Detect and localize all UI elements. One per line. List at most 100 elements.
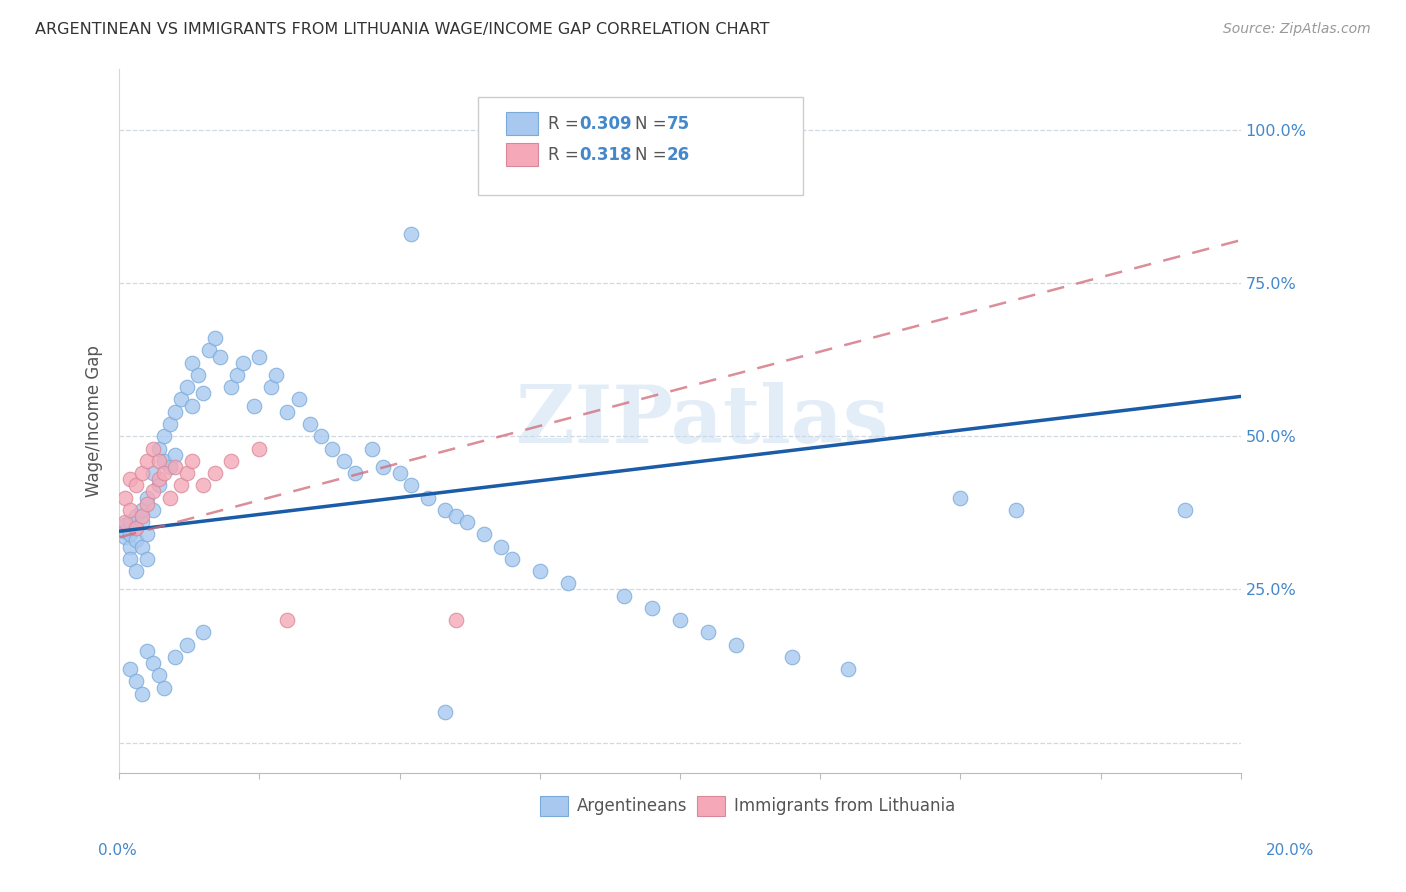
Point [399,478,422,492]
Point [148,668,170,682]
Point [131,508,153,523]
Point [136,644,159,658]
Point [456,515,478,529]
Point [165,405,187,419]
Point [136,454,159,468]
Point [1174,503,1197,517]
Point [249,350,271,364]
Point [153,681,176,695]
Bar [540,796,568,815]
Point [725,638,748,652]
Point [142,484,165,499]
Point [148,442,170,456]
Point [557,576,579,591]
Point [332,454,354,468]
Point [159,491,181,505]
Point [153,454,176,468]
Point [287,392,309,407]
Point [249,442,271,456]
Point [148,472,170,486]
Point [309,429,332,443]
Point [125,533,148,548]
Bar [506,112,537,136]
Point [131,466,153,480]
Text: N =: N = [636,115,672,133]
Point [153,429,176,443]
Point [159,417,181,431]
Point [298,417,321,431]
Point [131,503,153,517]
Point [209,350,232,364]
Point [266,368,288,382]
Point [416,491,439,505]
Point [125,521,148,535]
Point [120,540,142,554]
Point [181,356,204,370]
Point [669,613,692,627]
Point [114,518,136,533]
Point [136,491,159,505]
Point [125,564,148,578]
Point [125,674,148,689]
Point [837,662,859,676]
Point [120,515,142,529]
Point [165,459,187,474]
Text: R =: R = [548,145,583,163]
Point [176,380,198,394]
Text: 0.318: 0.318 [579,145,631,163]
Point [501,551,523,566]
Point [170,392,193,407]
Point [148,478,170,492]
Text: 0.0%: 0.0% [98,843,138,858]
Point [388,466,411,480]
Point [120,551,142,566]
Point [142,442,165,456]
Point [529,564,551,578]
Point [153,466,176,480]
Point [125,521,148,535]
Point [444,613,467,627]
Point [949,491,972,505]
Bar [697,796,725,815]
FancyBboxPatch shape [478,96,803,195]
Point [193,386,215,401]
Point [114,491,136,505]
Point [399,227,422,241]
Point [148,454,170,468]
Point [433,705,456,719]
Point [125,478,148,492]
Text: ZIPatlas: ZIPatlas [516,382,889,460]
Point [276,613,298,627]
Point [159,459,181,474]
Point [1005,503,1028,517]
Point [136,497,159,511]
Point [321,442,343,456]
Point [170,478,193,492]
Text: 0.309: 0.309 [579,115,631,133]
Point [641,600,664,615]
Point [360,442,382,456]
Point [131,515,153,529]
Point [243,399,266,413]
Point [260,380,283,394]
Point [120,527,142,541]
Point [176,638,198,652]
Point [142,503,165,517]
Point [114,515,136,529]
Point [489,540,512,554]
Text: 20.0%: 20.0% [1267,843,1315,858]
Point [131,687,153,701]
Point [193,478,215,492]
Point [120,662,142,676]
Point [697,625,720,640]
Point [187,368,209,382]
Point [181,454,204,468]
Y-axis label: Wage/Income Gap: Wage/Income Gap [86,345,103,497]
Point [232,356,254,370]
Text: 26: 26 [666,145,690,163]
Point [433,503,456,517]
Point [165,649,187,664]
Point [221,380,243,394]
Point [444,508,467,523]
Point [136,527,159,541]
